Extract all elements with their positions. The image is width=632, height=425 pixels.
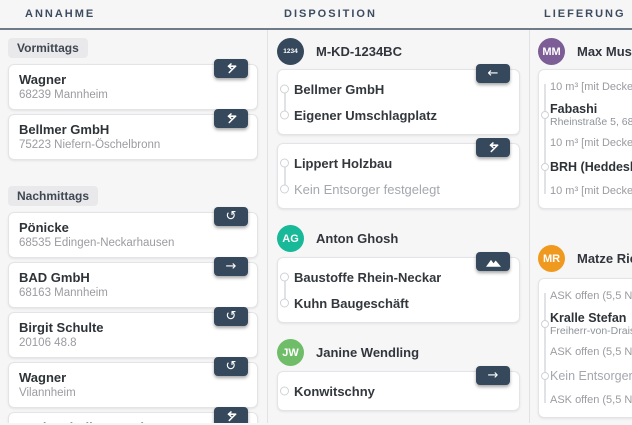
customer-name: Dachtechnik Kretschmann [19,419,213,423]
customer-address: 75223 Niefern-Öschelbronn [19,139,161,151]
driver-row-max-mustermann: MM Max Musterm [538,38,632,65]
order-card-bellmer[interactable]: Bellmer GmbH 75223 Niefern-Öschelbronn [8,109,258,160]
tour-card[interactable]: ← Bellmer GmbH Eigener Umschlagplatz [277,64,520,135]
driver-name: Matze Rieck [577,251,632,266]
undo-button[interactable]: ↺ [214,357,248,376]
customer-address: 20106 48.8 [19,337,77,349]
driver-row-matze-rieck: MR Matze Rieck [538,245,632,272]
section-chip-vormittags: Vormittags [8,38,88,58]
route-line [544,293,546,403]
undo-button[interactable]: ↺ [214,307,248,326]
driver-name: M-KD-1234BC [316,44,402,59]
route-stop: BRH (Heddesh [539,154,632,180]
avatar: JW [277,339,304,366]
customer-address: 68535 Edingen-Neckarhausen [19,237,175,249]
customer-address: 68239 Mannheim [19,89,108,101]
driver-row-anton-ghosh: AG Anton Ghosh [277,225,520,252]
undo-icon: ↺ [225,359,237,374]
cargo-row: 10 m³ [mit Decke [550,137,632,149]
driver-name: Max Musterm [577,44,632,59]
order-card-birgit-schulte[interactable]: ↺ Birgit Schulte 20106 48.8 [8,307,258,358]
cargo-row: 10 m³ [mit Decke [550,81,632,93]
order-card-wagner-1[interactable]: Wagner 68239 Mannheim [8,59,258,110]
section-chip-nachmittags: Nachmittags [8,186,99,206]
tour-stop-missing-disposer: Kein Entsorger festgelegt [278,176,479,202]
assign-tour-button[interactable] [214,109,248,128]
forward-button[interactable]: → [476,366,510,385]
cargo-row: 10 m³ [mit Decke [550,185,632,197]
assign-tour-button[interactable] [214,59,248,78]
column-header-disposition: DISPOSITION [284,8,377,20]
customer-address: Vilannheim [19,387,76,399]
column-annahme: Vormittags Wagner 68239 Mannheim Bellmer… [0,30,268,423]
arrow-right-icon: → [487,368,499,383]
tour-card[interactable]: Lippert Holzbau Kein Entsorger festgeleg… [277,138,520,209]
route-line [544,84,546,194]
column-disposition: 1234 M-KD-1234BC ← Bellmer GmbH Eigener … [268,30,530,423]
transfer-arrow-icon [489,141,499,152]
assign-tour-button[interactable] [476,138,510,157]
driver-name: Janine Wendling [316,345,420,360]
cargo-row: ASK offen (5,5 Ne [550,394,632,406]
column-header-annahme: ANNAHME [25,8,96,20]
customer-address: 68163 Mannheim [19,287,108,299]
avatar: 1234 [277,38,304,65]
transfer-arrow-icon [227,410,237,421]
move-back-button[interactable]: ← [476,64,510,83]
tour-card[interactable]: → Konwitschny [277,366,520,411]
customer-name: Wagner [19,370,67,385]
tour-stop: Konwitschny [278,378,479,404]
route-stop: Kralle Stefan Freiherr-von-Drais- [539,307,632,341]
order-card-dachtechnik[interactable]: Dachtechnik Kretschmann [8,407,258,423]
tour-stop: Bellmer GmbH [278,76,479,102]
tour-card[interactable]: Baustoffe Rhein-Neckar Kuhn Baugeschäft [277,252,520,323]
forward-button[interactable]: → [214,257,248,276]
customer-name: Pönicke [19,220,69,235]
customer-name: Birgit Schulte [19,320,104,335]
route-stop: Fabashi Rheinstraße 5, 68 [539,98,632,132]
undo-icon: ↺ [225,309,237,324]
board-header: ANNAHME DISPOSITION LIEFERUNG [0,0,632,30]
order-card-poenicke[interactable]: ↺ Pönicke 68535 Edingen-Neckarhausen [8,207,258,258]
order-card-bad-gmbh[interactable]: → BAD GmbH 68163 Mannheim [8,257,258,308]
transfer-arrow-icon [227,62,237,73]
avatar: MM [538,38,565,65]
avatar: AG [277,225,304,252]
route-card[interactable]: 10 m³ [mit Decke Fabashi Rheinstraße 5, … [538,69,632,209]
tour-stop: Eigener Umschlagplatz [278,102,479,128]
driver-row-janine-wendling: JW Janine Wendling [277,339,520,366]
column-lieferung: MM Max Musterm 10 m³ [mit Decke Fabashi … [530,30,632,423]
tour-stop: Kuhn Baugeschäft [278,290,479,316]
order-card-wagner-2[interactable]: ↺ Wagner Vilannheim [8,357,258,408]
customer-name: BAD GmbH [19,270,90,285]
cargo-row: ASK offen (5,5 Ne [550,290,632,302]
dump-site-button[interactable] [476,252,510,271]
arrow-left-icon: ← [487,66,499,81]
driver-row-vehicle: 1234 M-KD-1234BC [277,38,520,65]
assign-tour-button[interactable] [214,407,248,423]
driver-name: Anton Ghosh [316,231,399,246]
column-header-lieferung: LIEFERUNG [544,8,626,20]
tour-stop: Lippert Holzbau [278,150,479,176]
customer-name: Wagner [19,72,67,87]
arrow-right-icon: → [225,259,237,274]
cargo-row: ASK offen (5,5 Ne [550,346,632,358]
route-stop-missing-disposer: Kein Entsorger fes [539,363,632,389]
mountain-icon [485,259,501,267]
route-card[interactable]: ASK offen (5,5 Ne Kralle Stefan Freiherr… [538,278,632,418]
tour-stop: Baustoffe Rhein-Neckar [278,264,479,290]
undo-icon: ↺ [225,209,237,224]
undo-button[interactable]: ↺ [214,207,248,226]
avatar: MR [538,245,565,272]
transfer-arrow-icon [227,112,237,123]
customer-name: Bellmer GmbH [19,122,110,137]
